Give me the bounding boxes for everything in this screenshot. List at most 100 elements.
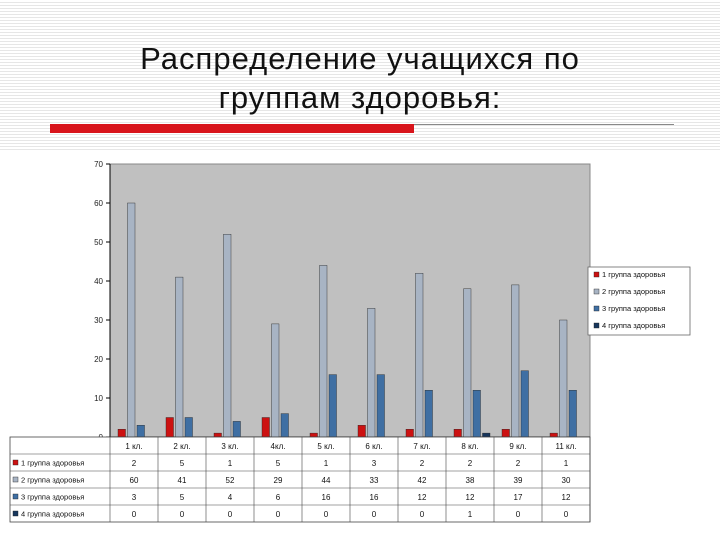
data-label: 1 <box>564 459 569 468</box>
data-label: 1 <box>324 459 329 468</box>
data-label: 12 <box>466 493 475 502</box>
data-table-swatch <box>12 459 19 466</box>
x-tick-label: 7 кл. <box>413 442 430 451</box>
bar <box>319 265 328 438</box>
bar <box>367 308 376 438</box>
legend-label: 1 группа здоровья <box>602 270 665 279</box>
bar <box>213 432 222 438</box>
data-label: 2 <box>420 459 425 468</box>
legend-box <box>587 266 691 336</box>
x-tick-label: 8 кл. <box>461 442 478 451</box>
bar <box>376 374 385 438</box>
y-tick-label: 60 <box>94 199 103 208</box>
legend-label: 2 группа здоровья <box>602 287 665 296</box>
data-table-series-label: 1 группа здоровья <box>21 459 84 468</box>
data-label: 38 <box>466 476 475 485</box>
bar <box>520 370 529 438</box>
bar <box>232 421 241 438</box>
data-table-frame <box>9 436 591 523</box>
y-tick-label: 10 <box>94 394 103 403</box>
data-label: 0 <box>228 510 233 519</box>
x-tick-label: 1 кл. <box>125 442 142 451</box>
x-tick-label: 5 кл. <box>317 442 334 451</box>
data-table-series-label: 4 группа здоровья <box>21 510 84 519</box>
bar <box>405 429 414 438</box>
y-tick-label: 30 <box>94 316 103 325</box>
bar <box>280 413 289 438</box>
data-label: 42 <box>418 476 427 485</box>
data-label: 39 <box>514 476 523 485</box>
bar <box>568 389 577 438</box>
y-tick-label: 40 <box>94 277 103 286</box>
x-tick-label: 11 кл. <box>555 442 576 451</box>
data-label: 0 <box>132 510 137 519</box>
bar <box>472 389 481 438</box>
data-label: 0 <box>324 510 329 519</box>
data-label: 33 <box>370 476 379 485</box>
data-label: 41 <box>178 476 187 485</box>
bar <box>261 417 270 438</box>
data-label: 1 <box>468 510 473 519</box>
data-label: 5 <box>180 493 185 502</box>
bar <box>223 233 232 438</box>
data-table-swatch <box>12 493 19 500</box>
bar <box>127 202 136 438</box>
bar <box>271 323 280 438</box>
data-label: 2 <box>132 459 137 468</box>
bar <box>175 276 184 438</box>
legend-swatch <box>593 305 600 312</box>
data-label: 1 <box>228 459 233 468</box>
data-label: 0 <box>372 510 377 519</box>
x-tick-label: 9 кл. <box>509 442 526 451</box>
data-label: 44 <box>322 476 331 485</box>
bar <box>328 374 337 438</box>
x-tick-label: 3 кл. <box>221 442 238 451</box>
bar <box>482 432 491 438</box>
y-tick-label: 70 <box>94 160 103 169</box>
data-label: 5 <box>276 459 281 468</box>
bar <box>357 425 366 438</box>
data-label: 2 <box>516 459 521 468</box>
legend-swatch <box>593 322 600 329</box>
data-label: 0 <box>516 510 521 519</box>
bar <box>309 432 318 438</box>
data-label: 12 <box>562 493 571 502</box>
data-label: 0 <box>180 510 185 519</box>
data-label: 5 <box>180 459 185 468</box>
bar <box>501 429 510 438</box>
data-label: 12 <box>418 493 427 502</box>
bar <box>463 288 472 438</box>
x-tick-label: 4кл. <box>271 442 286 451</box>
bar <box>165 417 174 438</box>
data-label: 52 <box>226 476 235 485</box>
data-table-series-label: 3 группа здоровья <box>21 493 84 502</box>
bar <box>511 284 520 438</box>
legend-label: 4 группа здоровья <box>602 321 665 330</box>
plot-area <box>109 163 591 438</box>
bar <box>184 417 193 438</box>
slide-title-line-1: Распределение учащихся по <box>140 41 580 76</box>
title-accent-bar <box>50 124 414 133</box>
data-label: 60 <box>130 476 139 485</box>
data-label: 16 <box>322 493 331 502</box>
data-label: 0 <box>276 510 281 519</box>
x-tick-label: 2 кл. <box>173 442 190 451</box>
y-tick-label: 50 <box>94 238 103 247</box>
data-label: 3 <box>132 493 137 502</box>
bar <box>549 432 558 438</box>
data-label: 17 <box>514 493 523 502</box>
y-tick-label: 20 <box>94 355 103 364</box>
bar <box>117 429 126 438</box>
data-label: 4 <box>228 493 233 502</box>
legend-label: 3 группа здоровья <box>602 304 665 313</box>
bar <box>559 319 568 438</box>
bar <box>136 425 145 438</box>
data-label: 16 <box>370 493 379 502</box>
data-table-series-label: 2 группа здоровья <box>21 476 84 485</box>
legend-swatch <box>593 288 600 295</box>
bar <box>424 389 433 438</box>
x-tick-label: 6 кл. <box>365 442 382 451</box>
data-label: 0 <box>420 510 425 519</box>
